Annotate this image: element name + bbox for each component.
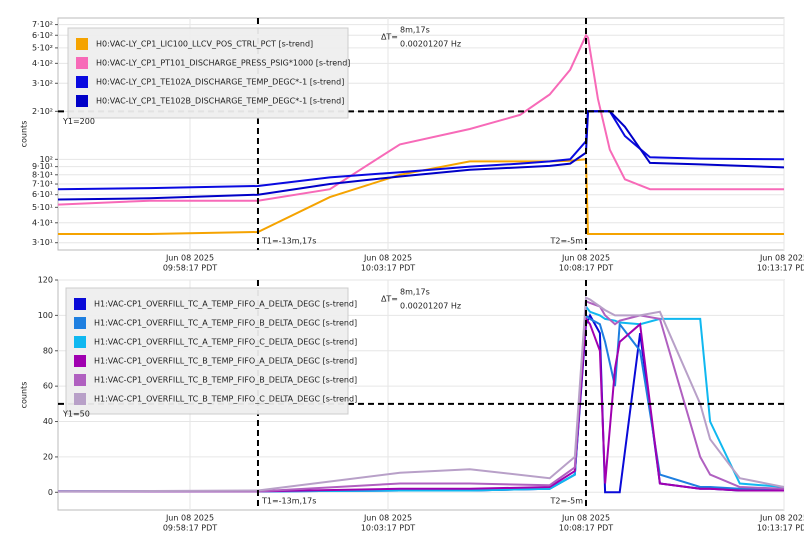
y-axis-label: counts [20,382,29,409]
cursor-delta-label: ΔT= [381,33,398,42]
legend-swatch [74,374,86,386]
y-tick-label: 7·10² [32,20,53,29]
cursor-t2-label: T2=-5m [550,237,584,246]
y-tick-label: 20 [43,452,53,461]
cursor-t2-label: T2=-5m [550,497,584,506]
x-tick-label: 10:03:17 PDT [361,524,415,533]
legend-swatch [74,298,86,310]
series-line [58,33,784,206]
legend-swatch [76,38,88,50]
x-tick-date: Jun 08 2025 [759,254,804,263]
y-tick-label: 6·10² [32,31,53,40]
legend-label: H1:VAC-CP1_OVERFILL_TC_B_TEMP_FIFO_B_DEL… [94,376,357,385]
series-line [58,110,784,191]
cursor-delta: 8m,17s [400,26,430,35]
x-tick-label: 09:58:17 PDT [163,264,217,273]
x-tick-date: Jun 08 2025 [759,514,804,523]
legend-swatch [76,57,88,69]
y-tick-label: 2·10² [32,107,53,116]
legend-swatch [74,317,86,329]
x-tick-label: 10:13:17 PDT [757,524,804,533]
series-line [58,299,784,493]
cursor-t1-label: T1=-13m,17s [261,237,316,246]
x-tick-label: 10:08:17 PDT [559,524,613,533]
y-tick-label: 4·10² [32,59,53,68]
y-tick-label: 120 [38,276,53,285]
x-tick-date: Jun 08 2025 [165,254,214,263]
y-tick-label: 5·10¹ [32,203,53,212]
x-tick-label: 09:58:17 PDT [163,524,217,533]
x-tick-date: Jun 08 2025 [561,254,610,263]
y-tick-label: 3·10¹ [32,238,53,247]
legend-swatch [74,393,86,405]
x-tick-label: 10:08:17 PDT [559,264,613,273]
series-line [58,303,784,493]
series-line [58,296,784,493]
y-tick-label: 6·10¹ [32,190,53,199]
legend-label: H0:VAC-LY_CP1_TE102B_DISCHARGE_TEMP_DEGC… [96,97,344,106]
legend-swatch [74,336,86,348]
cursor-frequency: 0.00201207 Hz [400,40,461,49]
cursor-y1-label: Y1=50 [62,409,90,418]
legend-swatch [74,355,86,367]
legend-label: H1:VAC-CP1_OVERFILL_TC_B_TEMP_FIFO_A_DEL… [94,357,357,366]
y-tick-label: 100 [38,311,53,320]
legend-label: H0:VAC-LY_CP1_PT101_DISCHARGE_PRESS_PSIG… [96,59,350,68]
legend-label: H1:VAC-CP1_OVERFILL_TC_A_TEMP_FIFO_C_DEL… [94,338,357,347]
legend-label: H1:VAC-CP1_OVERFILL_TC_B_TEMP_FIFO_C_DEL… [94,395,357,404]
y-tick-label: 60 [43,382,53,391]
y-tick-label: 80 [43,346,53,355]
x-tick-date: Jun 08 2025 [561,514,610,523]
legend [67,27,349,119]
y-tick-label: 4·10¹ [32,218,53,227]
x-tick-date: Jun 08 2025 [165,514,214,523]
y-tick-label: 7·10¹ [32,180,53,189]
cursor-t1-label: T1=-13m,17s [261,497,316,506]
y-tick-label: 3·10² [32,79,53,88]
y-tick-label: 10² [40,155,53,164]
legend-swatch [76,95,88,107]
y-tick-label: 9·10¹ [32,162,53,171]
x-tick-date: Jun 08 2025 [363,254,412,263]
legend [65,287,349,415]
series-line [58,110,784,201]
y-axis-label: counts [20,121,29,148]
legend-label: H1:VAC-CP1_OVERFILL_TC_A_TEMP_FIFO_A_DEL… [94,300,357,309]
cursor-delta: 8m,17s [400,288,430,297]
x-tick-label: 10:13:17 PDT [757,264,804,273]
x-tick-date: Jun 08 2025 [363,514,412,523]
legend-swatch [76,76,88,88]
y-tick-label: 5·10² [32,43,53,52]
cursor-delta-label: ΔT= [381,295,398,304]
legend-label: H0:VAC-LY_CP1_TE102A_DISCHARGE_TEMP_DEGC… [96,78,344,87]
legend-label: H0:VAC-LY_CP1_LIC100_LLCV_POS_CTRL_PCT [… [96,40,313,49]
y-tick-label: 40 [43,417,53,426]
cursor-y1-label: Y1=200 [62,117,95,126]
y-tick-label: 8·10¹ [32,170,53,179]
series-line [58,158,784,235]
cursor-frequency: 0.00201207 Hz [400,302,461,311]
series-line [58,316,784,493]
legend-label: H1:VAC-CP1_OVERFILL_TC_A_TEMP_FIFO_B_DEL… [94,319,357,328]
y-tick-label: 0 [48,488,53,497]
x-tick-label: 10:03:17 PDT [361,264,415,273]
